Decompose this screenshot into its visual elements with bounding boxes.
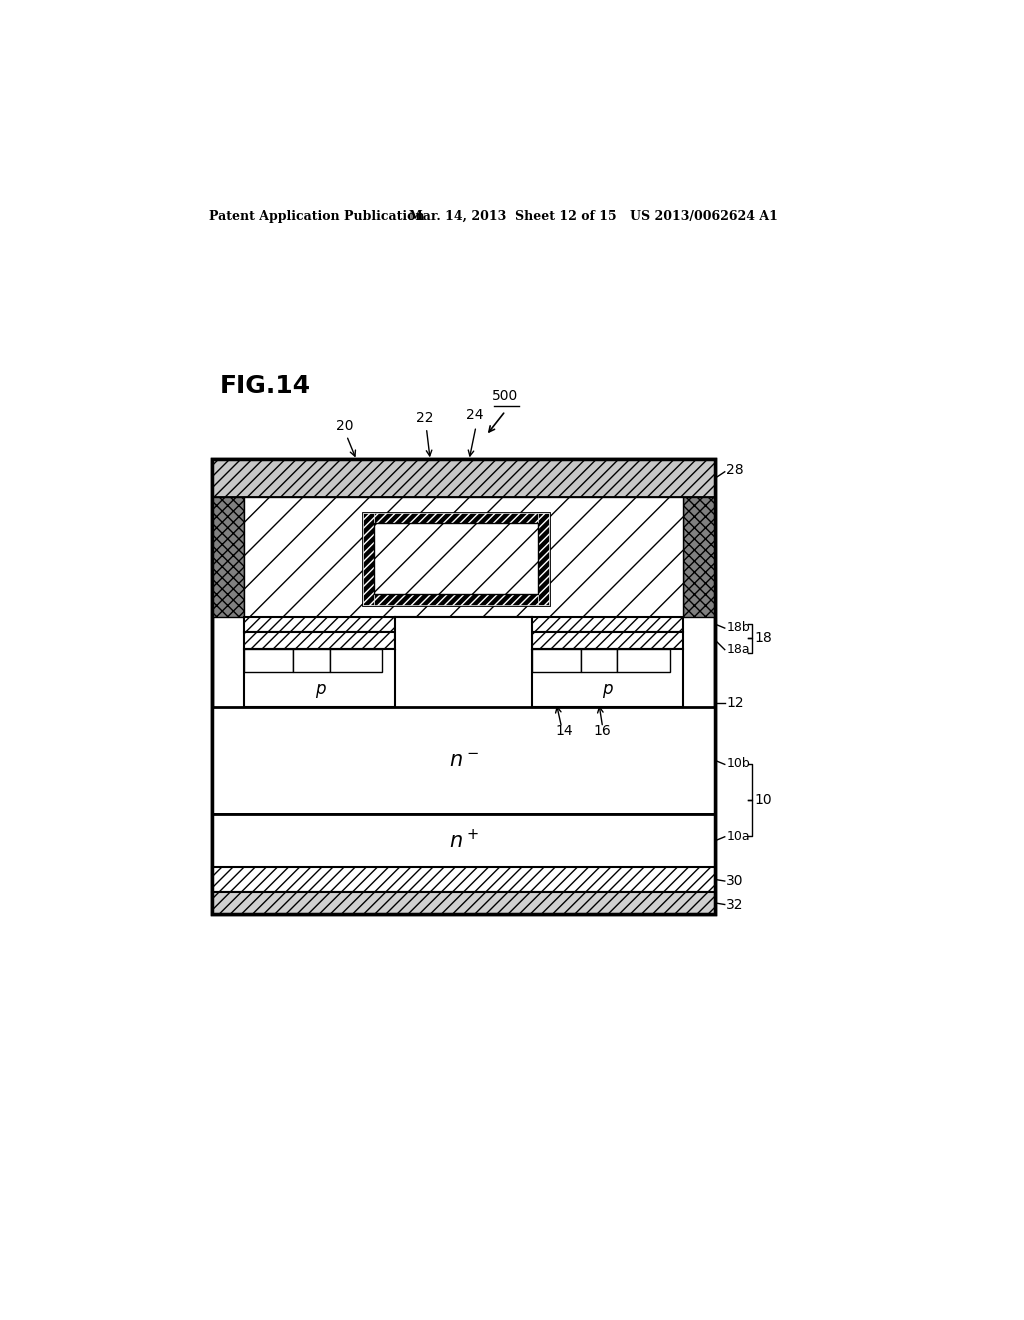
Bar [581,649,617,672]
Bar [617,649,670,672]
Text: 10: 10 [755,793,772,807]
Text: Patent Application Publication: Patent Application Publication [209,210,425,223]
Text: 32: 32 [726,898,743,912]
Text: p: p [602,680,612,698]
Bar [362,594,549,605]
Text: $n^+$: $n^+$ [259,653,278,668]
Bar [362,512,549,605]
Text: FIG.14: FIG.14 [219,374,310,397]
Text: $n^+$: $n^+$ [346,653,366,668]
Bar [212,867,716,892]
Text: $p^+$: $p^+$ [302,651,321,669]
Text: 20: 20 [336,420,353,433]
Bar [531,632,683,649]
Text: $n^+$: $n^+$ [547,653,565,668]
Bar [245,649,293,672]
Text: 14: 14 [555,725,572,738]
Text: 500: 500 [493,389,518,404]
Bar [362,512,374,605]
Bar [395,616,531,649]
Bar [683,498,716,616]
Text: 16: 16 [594,725,611,738]
Text: 18b: 18b [726,620,750,634]
Text: 28: 28 [726,463,743,478]
Bar [212,814,716,867]
Bar [212,892,716,913]
Bar [245,632,395,649]
Text: $n^+$: $n^+$ [634,653,652,668]
Bar [212,459,716,498]
Bar [531,649,683,706]
Text: 24: 24 [466,408,483,422]
Text: 30: 30 [726,874,743,888]
Text: $p^+$: $p^+$ [590,651,608,669]
Text: 18: 18 [755,631,772,645]
Bar [212,706,716,814]
Bar [362,512,549,523]
Bar [212,498,245,616]
Bar [212,459,716,913]
Text: 10a: 10a [726,829,750,842]
Bar [245,649,395,706]
Bar [212,459,716,913]
Text: $n^-$: $n^-$ [449,751,478,771]
Bar [245,498,683,616]
Bar [245,616,683,632]
Text: p: p [314,680,325,698]
Text: $n^+$: $n^+$ [449,829,478,853]
Text: 22: 22 [416,411,433,425]
Bar [330,649,382,672]
Bar [293,649,330,672]
Bar [531,649,581,672]
Text: 12: 12 [726,696,743,710]
Bar [374,524,538,594]
Bar [538,512,549,605]
Text: Mar. 14, 2013  Sheet 12 of 15: Mar. 14, 2013 Sheet 12 of 15 [409,210,616,223]
Text: 10b: 10b [726,758,750,770]
Text: 18a: 18a [726,643,750,656]
Text: US 2013/0062624 A1: US 2013/0062624 A1 [630,210,778,223]
